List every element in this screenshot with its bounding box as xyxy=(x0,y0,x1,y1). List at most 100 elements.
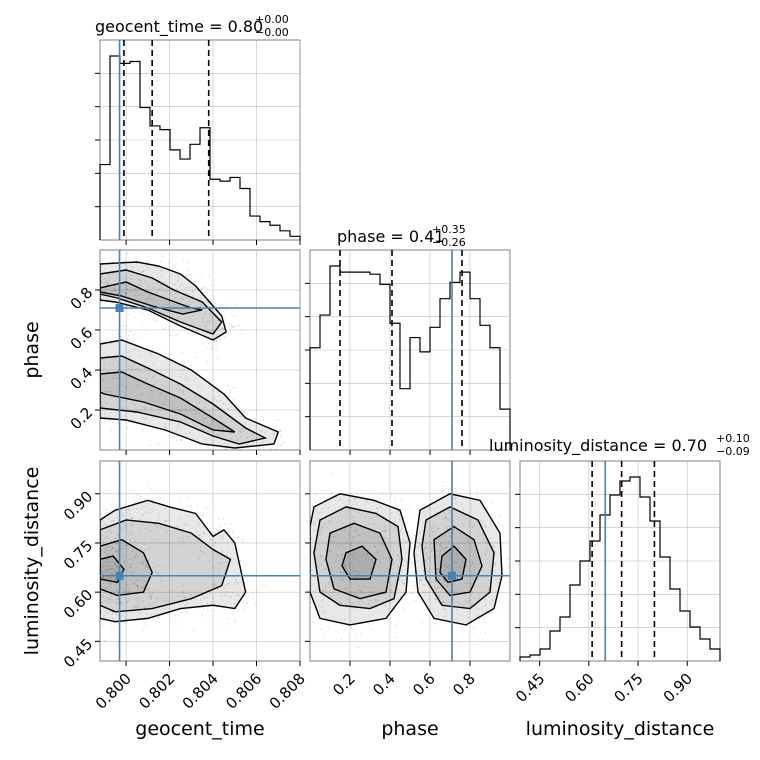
scatter-point xyxy=(337,560,339,562)
scatter-point xyxy=(166,386,169,388)
scatter-point xyxy=(329,549,331,551)
scatter-point xyxy=(109,529,112,532)
scatter-point xyxy=(402,582,405,585)
scatter-point xyxy=(117,519,119,521)
scatter-point xyxy=(320,555,322,557)
scatter-point xyxy=(255,409,258,411)
scatter-point xyxy=(417,560,419,563)
scatter-point xyxy=(435,588,437,590)
scatter-point xyxy=(313,529,316,532)
scatter-point xyxy=(108,390,111,393)
scatter-point xyxy=(160,253,163,255)
scatter-point xyxy=(406,560,408,562)
scatter-point xyxy=(380,526,383,528)
scatter-point xyxy=(134,606,136,609)
scatter-phase-vs-geocent-time-panel: 0.20.40.60.8 xyxy=(67,249,301,455)
scatter-point xyxy=(210,344,213,347)
scatter-point xyxy=(199,536,202,539)
scatter-point xyxy=(122,562,125,565)
scatter-point xyxy=(377,507,379,510)
scatter-point xyxy=(215,340,218,342)
scatter-point xyxy=(116,550,118,552)
scatter-point xyxy=(216,400,218,402)
scatter-point xyxy=(140,507,143,509)
scatter-point xyxy=(110,568,113,571)
scatter-point xyxy=(120,601,122,603)
scatter-point xyxy=(214,302,217,305)
scatter-point xyxy=(463,603,465,605)
tick-label-y: 0.8 xyxy=(67,284,97,314)
scatter-point xyxy=(317,589,320,591)
scatter-point xyxy=(201,320,204,323)
scatter-point xyxy=(445,529,448,531)
scatter-point xyxy=(105,390,108,393)
scatter-point xyxy=(122,547,124,550)
scatter-point xyxy=(100,524,103,527)
scatter-point xyxy=(220,327,223,330)
scatter-point xyxy=(399,558,401,561)
scatter-point xyxy=(200,514,202,517)
scatter-point xyxy=(465,625,468,627)
scatter-point xyxy=(212,544,215,547)
scatter-point xyxy=(458,642,461,645)
scatter-point xyxy=(157,512,160,515)
scatter-point xyxy=(150,407,153,409)
scatter-point xyxy=(155,380,158,383)
scatter-point xyxy=(461,522,463,525)
scatter-point xyxy=(320,511,323,514)
scatter-point xyxy=(496,602,498,604)
scatter-point xyxy=(357,511,360,513)
scatter-point xyxy=(484,631,487,634)
scatter-point xyxy=(453,524,455,527)
scatter-point xyxy=(463,581,466,584)
scatter-point xyxy=(204,413,206,416)
scatter-point xyxy=(113,578,115,580)
scatter-point xyxy=(138,279,140,281)
scatter-point xyxy=(177,332,179,335)
scatter-point xyxy=(129,571,132,573)
scatter-point xyxy=(222,428,224,430)
scatter-point xyxy=(443,579,446,582)
scatter-point xyxy=(96,360,98,362)
scatter-point xyxy=(133,605,136,607)
scatter-point xyxy=(449,558,452,561)
scatter-point xyxy=(170,308,173,311)
scatter-point xyxy=(473,566,476,569)
scatter-point xyxy=(93,603,95,605)
scatter-point xyxy=(403,514,406,517)
scatter-point xyxy=(112,520,114,522)
scatter-point xyxy=(302,508,304,510)
scatter-point xyxy=(131,524,133,527)
scatter-point xyxy=(115,557,118,559)
scatter-point xyxy=(142,586,144,589)
scatter-point xyxy=(278,419,281,422)
scatter-point xyxy=(331,568,334,571)
tick-label-x: 0.45 xyxy=(512,670,548,706)
scatter-point xyxy=(364,571,367,573)
scatter-point xyxy=(455,562,458,564)
scatter-point xyxy=(107,546,109,548)
hist-bar xyxy=(270,225,280,240)
scatter-point xyxy=(177,384,179,386)
scatter-point xyxy=(472,554,474,556)
scatter-point xyxy=(105,402,108,405)
scatter-point xyxy=(176,525,178,528)
scatter-point xyxy=(152,383,155,386)
scatter-point xyxy=(453,602,456,604)
scatter-point xyxy=(156,589,159,592)
scatter-point xyxy=(149,444,151,447)
scatter-point xyxy=(94,284,96,286)
scatter-point xyxy=(175,414,177,417)
tick-label-y: 0.90 xyxy=(60,487,96,523)
scatter-point xyxy=(436,527,439,530)
scatter-point xyxy=(129,579,132,582)
scatter-point xyxy=(147,285,150,287)
scatter-point xyxy=(403,608,405,611)
scatter-point xyxy=(198,413,201,415)
scatter-point xyxy=(225,554,228,557)
scatter-point xyxy=(159,374,162,377)
scatter-point xyxy=(198,534,200,536)
scatter-point xyxy=(204,286,206,289)
scatter-point xyxy=(149,511,152,514)
scatter-point xyxy=(121,514,123,517)
